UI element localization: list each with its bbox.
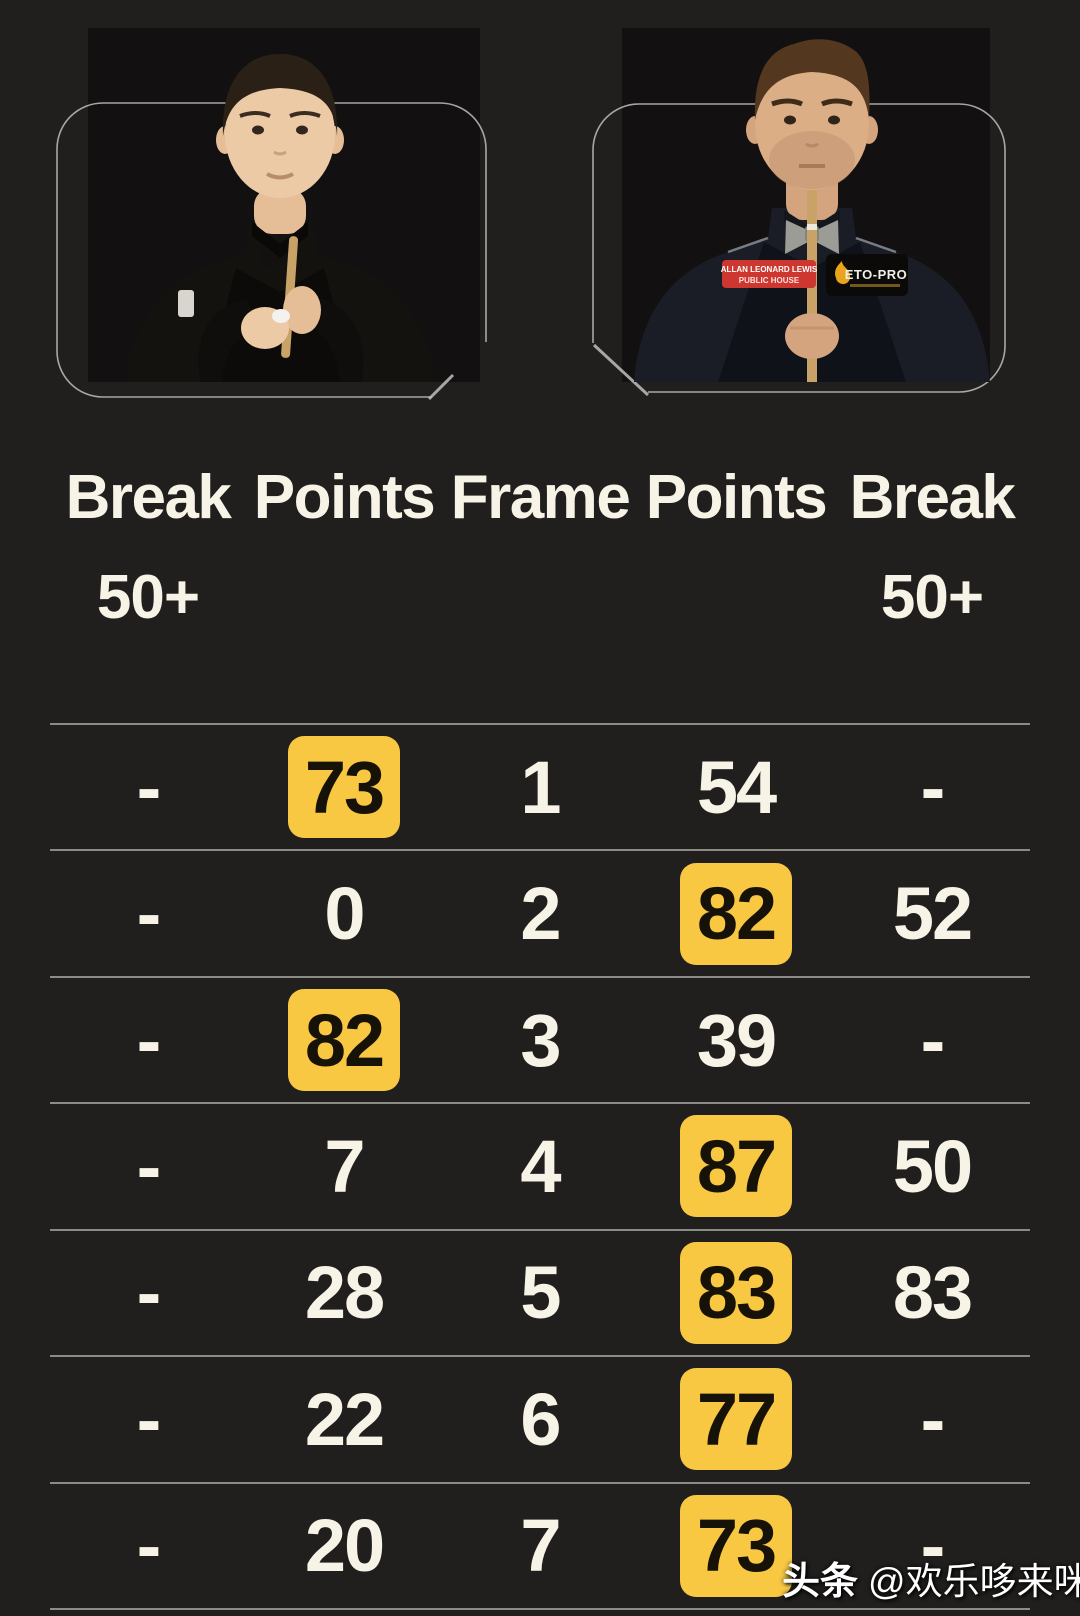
frame-row: - 22 6 77 - bbox=[50, 1355, 1030, 1481]
points-left-cell: 0 bbox=[246, 871, 442, 956]
points-right-cell: 82 bbox=[638, 862, 834, 965]
fifty-plus-row: 50+ 50+ bbox=[50, 558, 1030, 638]
break-right-cell: - bbox=[920, 1377, 946, 1461]
player-photo-right: ALLAN LEONARD LEWIS PUBLIC HOUSE ETO-PRO bbox=[634, 39, 990, 382]
points-right-value: 82 bbox=[679, 862, 793, 965]
points-right-cell: 54 bbox=[638, 745, 834, 830]
points-left-value: 20 bbox=[304, 1504, 385, 1588]
frame-number-cell: 3 bbox=[520, 998, 561, 1082]
points-left-value: 73 bbox=[287, 736, 401, 839]
column-headers: Break Points Frame Points Break bbox=[50, 458, 1030, 538]
frame-row: - 20 7 73 - bbox=[50, 1481, 1030, 1610]
points-right-cell: 83 bbox=[638, 1241, 834, 1344]
break-left-cell: - bbox=[136, 1124, 162, 1208]
points-left-value: 22 bbox=[304, 1377, 385, 1461]
break-right-cell: 52 bbox=[892, 872, 973, 956]
points-right-value: 54 bbox=[696, 745, 777, 829]
frame-number-cell: 7 bbox=[520, 1504, 561, 1588]
break-left-cell: - bbox=[136, 1504, 162, 1588]
svg-text:ETO-PRO: ETO-PRO bbox=[845, 267, 908, 282]
points-right-value: 39 bbox=[696, 998, 777, 1082]
points-right-cell: 39 bbox=[638, 998, 834, 1083]
frame-row: - 73 1 54 - bbox=[50, 723, 1030, 849]
player-card-left[interactable] bbox=[56, 28, 487, 401]
watermark-brand: 头条 bbox=[782, 1561, 859, 1603]
frame-row: - 82 3 39 - bbox=[50, 975, 1030, 1102]
frame-row: - 7 4 87 50 bbox=[50, 1102, 1030, 1228]
sponsor-patch-logo: ETO-PRO bbox=[826, 254, 908, 296]
points-left-value: 7 bbox=[324, 1124, 365, 1208]
frame-number-cell: 6 bbox=[520, 1377, 561, 1461]
points-right-cell: 87 bbox=[638, 1115, 834, 1218]
column-header-points-right: Points bbox=[645, 463, 828, 532]
points-right-value: 77 bbox=[679, 1368, 793, 1471]
points-left-cell: 7 bbox=[246, 1124, 442, 1209]
fifty-plus-right: 50+ bbox=[880, 563, 984, 632]
frame-number-cell: 1 bbox=[520, 745, 561, 829]
points-right-value: 83 bbox=[679, 1241, 793, 1344]
column-header-break-left: Break bbox=[65, 463, 232, 532]
break-right-cell: - bbox=[920, 1504, 946, 1588]
points-right-cell: 77 bbox=[638, 1368, 834, 1471]
svg-text:ALLAN LEONARD LEWIS: ALLAN LEONARD LEWIS bbox=[721, 265, 818, 274]
points-left-value: 0 bbox=[324, 872, 365, 956]
player-card-outline-right bbox=[592, 103, 1006, 397]
break-right-cell: - bbox=[920, 745, 946, 829]
break-right-cell: 50 bbox=[892, 1124, 973, 1208]
column-header-frame: Frame bbox=[450, 463, 631, 532]
points-left-value: 28 bbox=[304, 1251, 385, 1335]
frame-number-cell: 4 bbox=[520, 1124, 561, 1208]
break-right-cell: 83 bbox=[892, 1251, 973, 1335]
points-left-value: 82 bbox=[287, 989, 401, 1092]
frame-row: - 28 5 83 83 bbox=[50, 1228, 1030, 1355]
column-header-points-left: Points bbox=[253, 463, 436, 532]
player-card-right[interactable]: ALLAN LEONARD LEWIS PUBLIC HOUSE ETO-PRO bbox=[592, 28, 1006, 397]
points-left-cell: 28 bbox=[246, 1250, 442, 1335]
frames-table: - 73 1 54 - - 0 2 82 52 - 82 3 39 - - 7 … bbox=[50, 723, 1030, 1610]
points-left-cell: 20 bbox=[246, 1503, 442, 1588]
frame-number-cell: 2 bbox=[520, 872, 561, 956]
break-left-cell: - bbox=[136, 1251, 162, 1335]
watermark: 头条 @欢乐哆来咪123 bbox=[782, 1550, 1080, 1605]
frame-row: - 0 2 82 52 bbox=[50, 849, 1030, 975]
sponsor-patch-red: ALLAN LEONARD LEWIS PUBLIC HOUSE bbox=[721, 260, 818, 288]
points-left-cell: 82 bbox=[246, 989, 442, 1092]
points-left-cell: 73 bbox=[246, 736, 442, 839]
player-photo-left bbox=[124, 54, 436, 382]
frame-number-cell: 5 bbox=[520, 1251, 561, 1335]
break-left-cell: - bbox=[136, 872, 162, 956]
break-left-cell: - bbox=[136, 1377, 162, 1461]
points-left-cell: 22 bbox=[246, 1377, 442, 1462]
column-header-break-right: Break bbox=[849, 463, 1016, 532]
break-left-cell: - bbox=[136, 745, 162, 829]
svg-text:PUBLIC HOUSE: PUBLIC HOUSE bbox=[739, 276, 800, 285]
points-right-value: 87 bbox=[679, 1115, 793, 1218]
watermark-handle: @欢乐哆来咪123 bbox=[868, 1561, 1080, 1602]
points-right-cell: 73 bbox=[638, 1494, 834, 1597]
break-right-cell: - bbox=[920, 998, 946, 1082]
points-right-value: 73 bbox=[679, 1494, 793, 1597]
break-left-cell: - bbox=[136, 998, 162, 1082]
fifty-plus-left: 50+ bbox=[96, 563, 200, 632]
